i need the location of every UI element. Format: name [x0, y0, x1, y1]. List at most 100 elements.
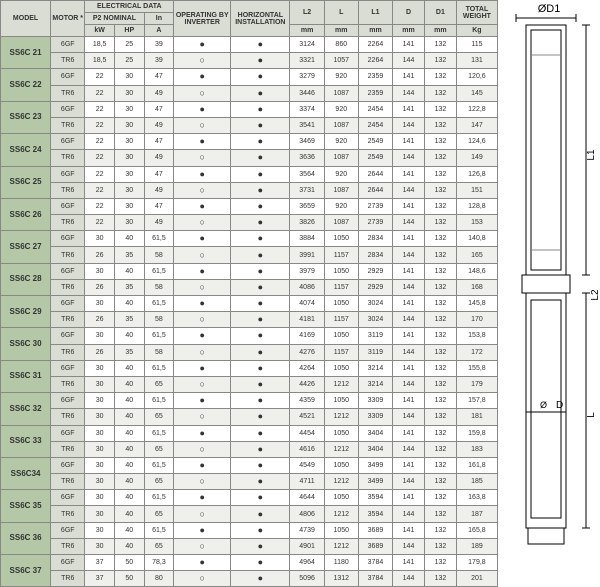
cell-l: 1050: [324, 360, 358, 376]
cell-l2: 4521: [290, 409, 324, 425]
hdr-p2: P2 NOMINAL: [85, 13, 144, 25]
cell-d1: 132: [424, 263, 456, 279]
cell-model: SS6C 30: [1, 328, 51, 360]
cell-kg: 115: [456, 37, 497, 53]
cell-l2: 4454: [290, 425, 324, 441]
cell-l2: 4739: [290, 522, 324, 538]
cell-l2: 3446: [290, 85, 324, 101]
cell-l2: 3469: [290, 134, 324, 150]
cell-a: 61,5: [144, 231, 174, 247]
cell-hi: ●: [231, 263, 290, 279]
cell-l: 1157: [324, 247, 358, 263]
cell-hi: ●: [231, 312, 290, 328]
cell-l2: 3979: [290, 263, 324, 279]
cell-l2: 3279: [290, 69, 324, 85]
cell-a: 65: [144, 409, 174, 425]
cell-a: 47: [144, 69, 174, 85]
cell-kw: 30: [85, 328, 115, 344]
table-row: SS6C 376GF375078,3●●49641180378414113217…: [1, 555, 498, 571]
cell-l1: 3594: [358, 490, 392, 506]
cell-hi: ●: [231, 101, 290, 117]
cell-a: 80: [144, 571, 174, 587]
cell-op: ●: [174, 522, 231, 538]
cell-d1: 132: [424, 555, 456, 571]
cell-model: SS6C 35: [1, 490, 51, 522]
table-row: SS6C 246GF223047●●34699202549141132124,6: [1, 134, 498, 150]
cell-d: 144: [393, 182, 425, 198]
table-row: TR6223049○●363610872549144132149: [1, 150, 498, 166]
cell-hi: ●: [231, 328, 290, 344]
table-row: SS6C 326GF304061,5●●43591050330914113215…: [1, 393, 498, 409]
cell-motor: 6GF: [51, 134, 85, 150]
cell-kw: 22: [85, 198, 115, 214]
cell-kw: 30: [85, 441, 115, 457]
cell-hp: 40: [114, 457, 144, 473]
cell-motor: TR6: [51, 85, 85, 101]
cell-a: 49: [144, 117, 174, 133]
cell-l: 1050: [324, 425, 358, 441]
cell-d: 141: [393, 296, 425, 312]
table-row: TR6223049○●344610872359144132145: [1, 85, 498, 101]
cell-hi: ●: [231, 555, 290, 571]
cell-d: 141: [393, 134, 425, 150]
cell-motor: TR6: [51, 182, 85, 198]
cell-a: 61,5: [144, 360, 174, 376]
cell-kw: 22: [85, 166, 115, 182]
cell-hp: 30: [114, 166, 144, 182]
cell-model: SS6C 24: [1, 134, 51, 166]
table-row: TR6375080○●509613123784144132201: [1, 571, 498, 587]
spec-table-wrap: MODEL MOTOR * ELECTRICAL DATA OPERATING …: [0, 0, 498, 561]
hdr-kg: Kg: [456, 25, 497, 37]
cell-kw: 30: [85, 409, 115, 425]
cell-op: ○: [174, 117, 231, 133]
cell-l: 1057: [324, 53, 358, 69]
cell-d1: 132: [424, 134, 456, 150]
cell-l2: 3321: [290, 53, 324, 69]
cell-d1: 132: [424, 198, 456, 214]
cell-l: 920: [324, 69, 358, 85]
cell-d: 144: [393, 85, 425, 101]
hdr-mm2: mm: [324, 25, 358, 37]
cell-hi: ●: [231, 474, 290, 490]
cell-motor: 6GF: [51, 555, 85, 571]
cell-d: 144: [393, 506, 425, 522]
cell-d1: 132: [424, 117, 456, 133]
dim-l: L: [586, 412, 597, 418]
cell-d: 141: [393, 393, 425, 409]
cell-motor: TR6: [51, 344, 85, 360]
cell-hi: ●: [231, 85, 290, 101]
cell-hi: ●: [231, 182, 290, 198]
cell-op: ○: [174, 279, 231, 295]
cell-hi: ●: [231, 69, 290, 85]
table-row: SS6C 286GF304061,5●●39791050292914113214…: [1, 263, 498, 279]
cell-model: SS6C34: [1, 457, 51, 489]
cell-motor: TR6: [51, 215, 85, 231]
table-row: TR6304065○●442612123214144132179: [1, 376, 498, 392]
cell-kg: 181: [456, 409, 497, 425]
cell-d1: 132: [424, 296, 456, 312]
cell-hi: ●: [231, 296, 290, 312]
cell-op: ●: [174, 360, 231, 376]
cell-kg: 149: [456, 150, 497, 166]
table-row: SS6C 316GF304061,5●●42641050321414113215…: [1, 360, 498, 376]
table-row: SS6C 236GF223047●●33749202454141132122,8: [1, 101, 498, 117]
cell-a: 47: [144, 134, 174, 150]
cell-d: 141: [393, 490, 425, 506]
cell-d1: 132: [424, 247, 456, 263]
cell-l1: 2549: [358, 134, 392, 150]
hdr-mm3: mm: [358, 25, 392, 37]
cell-motor: TR6: [51, 53, 85, 69]
cell-d: 144: [393, 409, 425, 425]
cell-hi: ●: [231, 457, 290, 473]
cell-kg: 140,8: [456, 231, 497, 247]
cell-op: ●: [174, 231, 231, 247]
cell-l1: 2929: [358, 279, 392, 295]
cell-a: 49: [144, 150, 174, 166]
cell-hp: 40: [114, 506, 144, 522]
cell-l: 1087: [324, 150, 358, 166]
hdr-l1: L1: [358, 1, 392, 25]
cell-model: SS6C 29: [1, 296, 51, 328]
cell-hp: 50: [114, 571, 144, 587]
cell-kg: 179: [456, 376, 497, 392]
cell-a: 61,5: [144, 393, 174, 409]
